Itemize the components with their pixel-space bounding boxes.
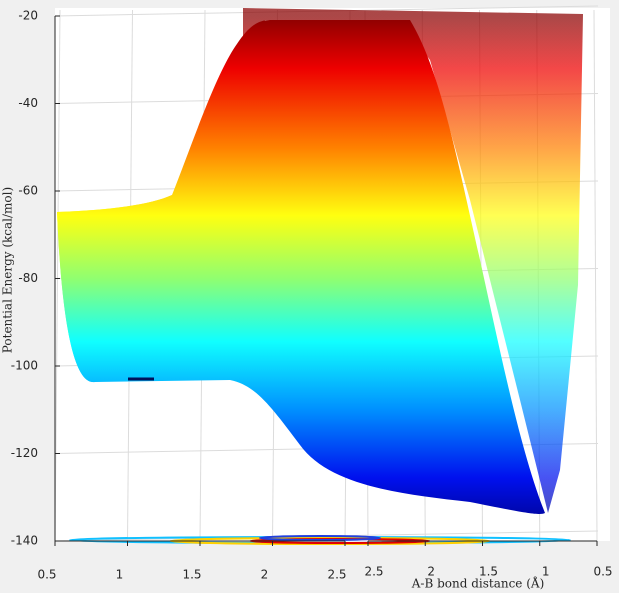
grid-line (54, 9, 61, 542)
y-tick-label: -60 (18, 184, 38, 198)
y-tick-label: -40 (18, 96, 38, 110)
y-tick-label: -120 (11, 446, 38, 460)
surface-left (57, 195, 172, 382)
x2-tick-label: 0.5 (593, 565, 612, 579)
y-axis-label: Potential Energy (kcal/mol) (1, 187, 15, 353)
x2-tick-label: 2.5 (364, 565, 383, 579)
y-tick-label: -20 (18, 9, 38, 23)
x-tick-label: 0.5 (37, 568, 56, 582)
x-tick-label: 1 (116, 568, 124, 582)
contour-line (259, 535, 381, 541)
y-tick-label: -80 (18, 271, 38, 285)
grid-line (593, 9, 598, 542)
x-axis-label: A-B bond distance (Å) (411, 576, 545, 591)
x2-tick-label: 2 (427, 565, 435, 579)
surface-front (57, 20, 545, 514)
surface-back (243, 8, 583, 513)
x2-tick-label: 1.5 (479, 565, 498, 579)
x-tick-label: 1.5 (182, 568, 201, 582)
y-tick-label: -140 (11, 534, 38, 548)
x-tick-label: 2 (261, 568, 269, 582)
x-tick-label: 2.5 (327, 568, 346, 582)
y-tick-label: -100 (11, 359, 38, 373)
x2-tick-label: 1 (542, 565, 550, 579)
